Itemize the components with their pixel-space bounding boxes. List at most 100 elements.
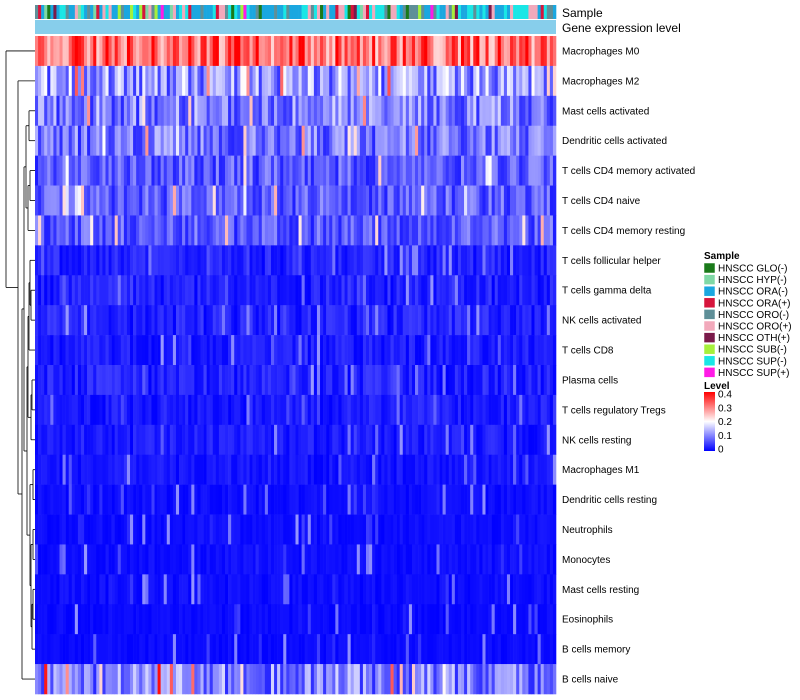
heatmap-cell xyxy=(169,215,174,246)
heatmap-cell xyxy=(427,215,431,246)
sample-cell xyxy=(353,5,358,19)
heatmap-cell xyxy=(313,454,318,485)
heatmap-cell xyxy=(209,664,214,695)
heatmap-cell xyxy=(549,604,554,635)
heatmap-cell xyxy=(479,275,483,306)
heatmap-cell xyxy=(295,484,299,515)
heatmap-cell xyxy=(126,36,131,67)
heatmap-cell xyxy=(175,335,180,366)
heatmap-cell xyxy=(200,245,204,276)
heatmap-cell xyxy=(267,365,272,396)
heatmap-cell xyxy=(528,125,532,156)
heatmap-cell xyxy=(381,65,385,97)
heatmap-cell xyxy=(427,544,431,575)
heatmap-cell xyxy=(166,544,171,575)
heatmap-cell xyxy=(221,305,226,336)
heatmap-cell xyxy=(47,305,51,336)
heatmap-cell xyxy=(304,634,309,665)
heatmap-cell xyxy=(369,574,373,605)
heatmap-cell xyxy=(231,95,235,127)
heatmap-cell xyxy=(390,215,394,246)
heatmap-cell xyxy=(387,424,391,456)
heatmap-cell xyxy=(485,155,489,186)
heatmap-cell xyxy=(114,365,119,396)
heatmap-cell xyxy=(90,335,94,366)
heatmap-cell xyxy=(500,335,505,366)
heatmap-cell xyxy=(175,514,180,545)
heatmap-cell xyxy=(307,185,312,216)
heatmap-cell xyxy=(148,275,152,306)
heatmap-cell xyxy=(307,305,312,336)
heatmap-cell xyxy=(225,604,229,635)
heatmap-cell xyxy=(534,95,538,127)
heatmap-cell xyxy=(175,95,180,127)
heatmap-cell xyxy=(408,215,413,246)
heatmap-cell xyxy=(240,95,244,127)
heatmap-cell xyxy=(525,215,529,246)
heatmap-cell xyxy=(87,245,91,276)
heatmap-cell xyxy=(451,215,456,246)
heatmap-cell xyxy=(240,125,244,156)
sample-cell xyxy=(270,5,275,19)
heatmap-cell xyxy=(197,185,201,216)
heatmap-cell xyxy=(494,544,499,575)
heatmap-cell xyxy=(35,664,39,695)
heatmap-cell xyxy=(283,335,287,366)
heatmap-cell xyxy=(369,215,373,246)
heatmap-cell xyxy=(194,604,198,635)
heatmap-cell xyxy=(531,305,535,336)
heatmap-cell xyxy=(228,574,232,605)
heatmap-cell xyxy=(231,604,235,635)
heatmap-cell xyxy=(166,245,171,276)
heatmap-cell xyxy=(35,36,39,67)
heatmap-cell xyxy=(464,484,468,515)
heatmap-cell xyxy=(234,305,238,336)
heatmap-cell xyxy=(68,484,73,515)
heatmap-cell xyxy=(68,574,73,605)
heatmap-cell xyxy=(497,365,502,396)
heatmap-cell xyxy=(41,574,45,605)
heatmap-cell xyxy=(540,95,545,127)
heatmap-cell xyxy=(286,95,290,127)
heatmap-cell xyxy=(62,155,66,186)
heatmap-cell xyxy=(323,544,327,575)
heatmap-cell xyxy=(467,424,471,456)
heatmap-cell xyxy=(485,65,489,97)
heatmap-cell xyxy=(96,394,100,426)
sample-cell xyxy=(516,5,520,19)
heatmap-cell xyxy=(252,275,256,306)
sample-cell xyxy=(56,5,60,19)
heatmap-cell xyxy=(427,454,431,485)
heatmap-cell xyxy=(534,185,538,216)
heatmap-cell xyxy=(365,215,370,246)
heatmap-cell xyxy=(457,185,462,216)
sample-cell xyxy=(175,5,180,19)
heatmap-cell xyxy=(234,424,238,456)
heatmap-cell xyxy=(332,454,336,485)
heatmap-cell xyxy=(356,634,361,665)
heatmap-cell xyxy=(274,544,278,575)
heatmap-cell xyxy=(286,155,290,186)
heatmap-cell xyxy=(448,95,453,127)
heatmap-cell xyxy=(362,155,367,186)
heatmap-cell xyxy=(99,155,103,186)
heatmap-cell xyxy=(289,65,293,97)
heatmap-cell xyxy=(93,65,97,97)
heatmap-cell xyxy=(123,634,128,665)
heatmap-cell xyxy=(350,275,355,306)
heatmap-cell xyxy=(525,36,529,67)
sample-cell xyxy=(71,5,76,19)
heatmap-cell xyxy=(500,36,505,67)
heatmap-cell xyxy=(157,514,161,545)
heatmap-cell xyxy=(105,604,109,635)
heatmap-cell xyxy=(470,634,474,665)
heatmap-cell xyxy=(270,65,275,97)
heatmap-cell xyxy=(353,484,358,515)
heatmap-cell xyxy=(510,365,514,396)
heatmap-cell xyxy=(212,305,217,336)
heatmap-cell xyxy=(421,365,425,396)
heatmap-cell xyxy=(436,185,440,216)
heatmap-cell xyxy=(344,245,348,276)
heatmap-cell xyxy=(485,664,489,695)
heatmap-cell xyxy=(537,514,541,545)
